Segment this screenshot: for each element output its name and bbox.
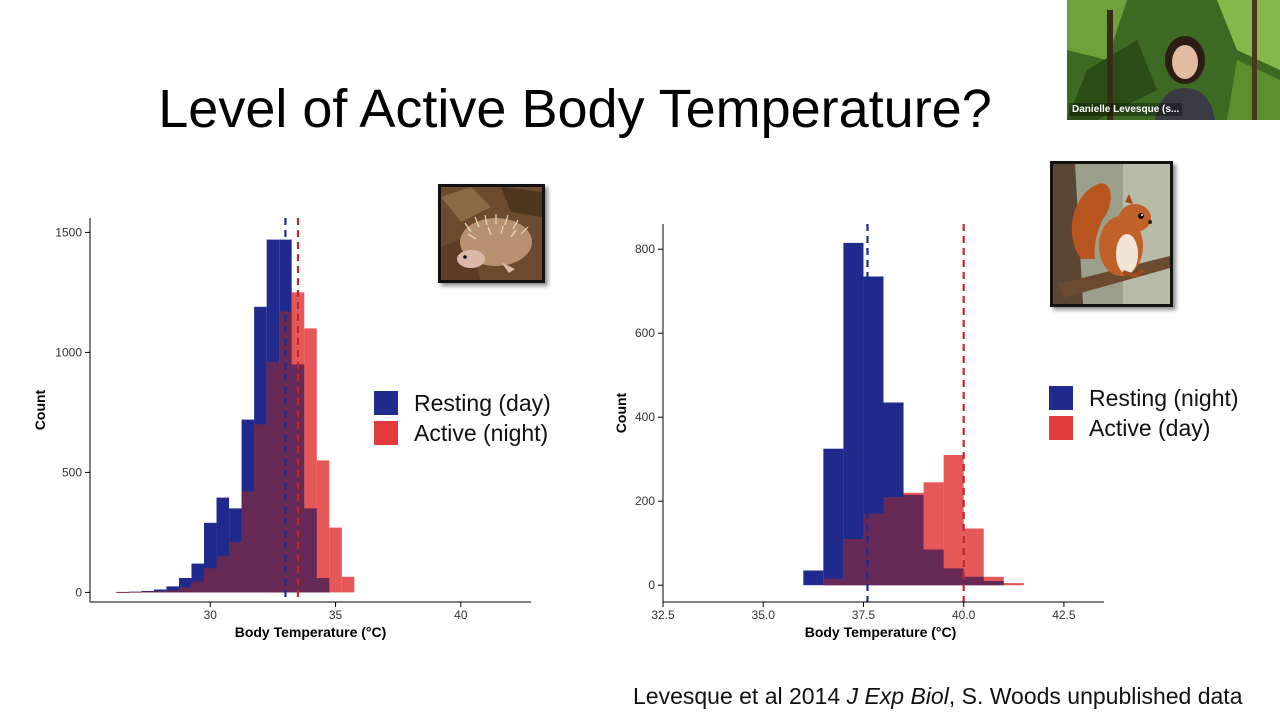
histogram-bar-overlap <box>316 578 330 593</box>
y-tick-label: 1500 <box>55 225 82 239</box>
citation-text-end: , S. Woods unpublished data <box>948 683 1243 709</box>
histogram-bar-resting <box>823 448 844 586</box>
legend-item-resting: Resting (day) <box>374 388 551 418</box>
participant-name: Danielle Levesque (s... <box>1069 103 1183 116</box>
legend-right: Resting (night) Active (day) <box>1049 383 1239 443</box>
legend-item-active: Active (day) <box>1049 413 1239 443</box>
histogram-bar-overlap <box>128 591 142 593</box>
participant-video[interactable]: Danielle Levesque (s... <box>1067 0 1280 120</box>
squirrel-icon <box>1053 164 1170 304</box>
histogram-bar-overlap <box>943 568 964 586</box>
histogram-bar-active <box>1003 583 1024 586</box>
histogram-bar-overlap <box>116 592 129 593</box>
histogram-bar-overlap <box>863 513 884 586</box>
legend-item-active: Active (night) <box>374 418 551 448</box>
histogram-bar-active <box>329 527 342 593</box>
histogram-bar-overlap <box>983 581 1004 586</box>
histogram-bar-overlap <box>883 497 904 586</box>
histogram-bar-overlap <box>153 591 167 593</box>
histogram-bar-overlap <box>229 542 242 593</box>
y-tick-label: 1000 <box>55 345 82 359</box>
histogram-bar-overlap <box>823 578 844 586</box>
histogram-bar-overlap <box>204 568 217 593</box>
histogram-bar-overlap <box>191 581 205 593</box>
histogram-bar-active <box>943 455 964 586</box>
legend-swatch-resting <box>374 391 398 415</box>
histogram-bar-overlap <box>254 424 267 593</box>
tenrec-icon <box>441 187 542 280</box>
y-axis-label: Count <box>613 392 629 433</box>
tenrec-photo <box>438 184 545 283</box>
histogram-bar-overlap <box>141 591 154 593</box>
x-tick-label: 32.5 <box>651 608 675 622</box>
y-axis-label: Count <box>32 389 48 430</box>
video-feed-icon <box>1067 0 1280 120</box>
x-tick-label: 37.5 <box>852 608 876 622</box>
y-tick-label: 400 <box>635 410 655 424</box>
histogram-bar-resting <box>803 570 824 586</box>
red-squirrel-photo <box>1050 161 1173 307</box>
y-tick-label: 800 <box>635 242 655 256</box>
legend-swatch-active <box>1049 416 1073 440</box>
x-tick-label: 40 <box>454 608 468 622</box>
x-tick-label: 35.0 <box>752 608 776 622</box>
histogram-bar-overlap <box>923 549 944 586</box>
histogram-bar-overlap <box>241 491 255 593</box>
y-tick-label: 200 <box>635 494 655 508</box>
histogram-bar-resting <box>166 586 179 593</box>
x-tick-label: 40.0 <box>952 608 976 622</box>
histogram-bar-overlap <box>963 576 984 586</box>
x-axis-label: Body Temperature (°C) <box>805 624 957 640</box>
histogram-bar-overlap <box>166 590 179 593</box>
x-tick-label: 30 <box>204 608 218 622</box>
histogram-bar-overlap <box>291 364 305 593</box>
legend-item-resting: Resting (night) <box>1049 383 1239 413</box>
histogram-bar-active <box>341 576 355 593</box>
legend-label: Resting (day) <box>414 389 551 416</box>
x-tick-label: 35 <box>329 608 343 622</box>
citation: Levesque et al 2014 J Exp Biol, S. Woods… <box>633 683 1243 710</box>
histogram-bar-overlap <box>843 539 864 586</box>
legend-label: Active (night) <box>414 419 549 446</box>
x-axis-label: Body Temperature (°C) <box>235 624 387 640</box>
histogram-bar-resting <box>153 589 167 593</box>
histogram-bar-overlap <box>304 508 317 593</box>
legend-swatch-active <box>374 421 398 445</box>
histogram-bar-overlap <box>266 362 280 593</box>
y-tick-label: 600 <box>635 326 655 340</box>
legend-left: Resting (day) Active (night) <box>374 388 551 448</box>
legend-swatch-resting <box>1049 386 1073 410</box>
slide-title: Level of Active Body Temperature? <box>158 79 992 139</box>
legend-label: Active (day) <box>1089 414 1211 441</box>
legend-label: Resting (night) <box>1089 384 1239 411</box>
y-tick-label: 0 <box>75 585 82 599</box>
histogram-bar-active <box>963 528 984 586</box>
y-tick-label: 0 <box>648 578 655 592</box>
histogram-bar-overlap <box>178 587 192 593</box>
citation-journal: J Exp Biol <box>846 683 949 709</box>
histogram-bar-overlap <box>903 494 924 586</box>
y-tick-label: 500 <box>62 465 82 479</box>
histogram-bar-resting <box>863 276 884 586</box>
x-tick-label: 42.5 <box>1052 608 1076 622</box>
citation-text: Levesque et al 2014 <box>633 683 847 709</box>
histogram-bar-active <box>316 460 330 593</box>
histogram-bar-resting <box>843 242 864 586</box>
histogram-bar-overlap <box>216 556 230 593</box>
